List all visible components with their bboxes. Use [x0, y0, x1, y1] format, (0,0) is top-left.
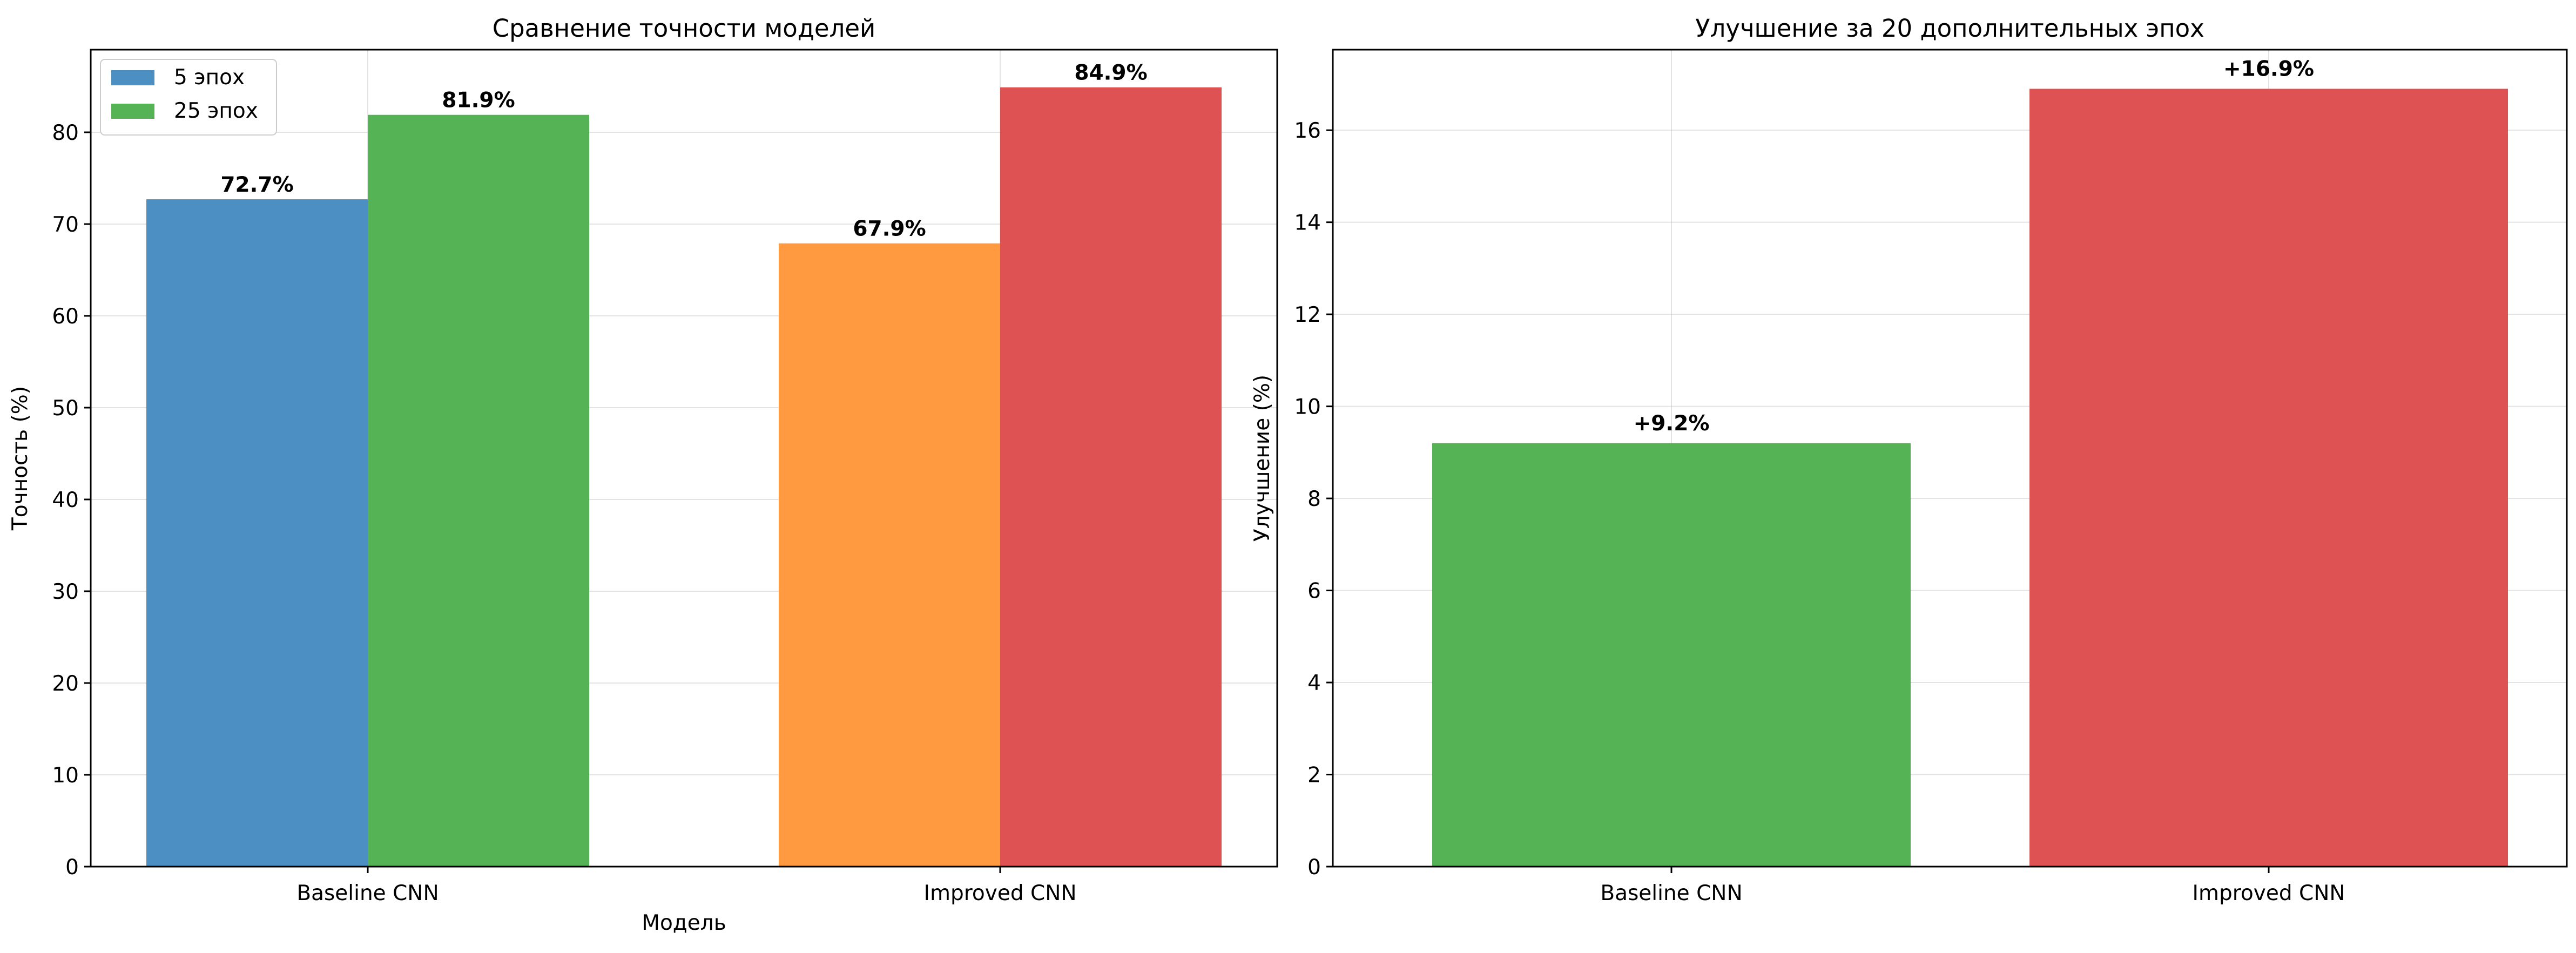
bar-value-label: 84.9% [1074, 61, 1147, 85]
x-tick-label: Baseline CNN [296, 881, 439, 905]
y-tick-label: 16 [1294, 119, 1321, 143]
improvement-chart: +9.2% +16.9% 0 2 4 6 8 10 12 14 16 Baseline CNN Impr… [1250, 14, 2568, 905]
bar [1432, 443, 1911, 867]
legend: 5 эпох 25 эпох [100, 59, 277, 136]
y-axis-label: Улучшение (%) [1250, 375, 1274, 542]
bar [368, 114, 589, 867]
bar-value-label: 81.9% [442, 89, 515, 113]
y-tick-label: 12 [1294, 303, 1321, 327]
y-tick-label: 0 [65, 855, 79, 880]
bar [2029, 89, 2508, 867]
chart-title: Сравнение точности моделей [493, 14, 876, 43]
legend-label: 5 эпох [174, 65, 245, 90]
bar [1000, 87, 1222, 867]
accuracy-comparison-chart: 72.7% 67.9% 81.9% 84.9% 0 10 20 30 40 50 60 70 80 Bas… [8, 14, 1278, 935]
x-tick-label: Improved CNN [2192, 881, 2345, 905]
y-tick-label: 0 [1307, 855, 1321, 880]
x-tick-label: Baseline CNN [1600, 881, 1742, 905]
x-tick-label: Improved CNN [923, 881, 1076, 905]
y-tick-label: 8 [1307, 487, 1321, 511]
bar [146, 199, 368, 867]
chart-title: Улучшение за 20 дополнительных эпох [1695, 14, 2204, 43]
legend-swatch [111, 104, 154, 119]
legend-swatch [111, 70, 154, 85]
y-tick-label: 80 [52, 121, 79, 145]
legend-label: 25 эпох [174, 99, 258, 123]
y-tick-label: 2 [1307, 763, 1321, 788]
bar-value-label: +9.2% [1634, 411, 1710, 436]
bar-value-label: +16.9% [2223, 57, 2314, 81]
y-tick-label: 30 [52, 580, 79, 604]
y-tick-label: 60 [52, 305, 79, 329]
y-tick-label: 40 [52, 488, 79, 512]
y-tick-label: 10 [1294, 395, 1321, 420]
x-axis-label: Модель [642, 911, 726, 935]
y-tick-label: 14 [1294, 211, 1321, 235]
plot-frame [1332, 49, 2568, 868]
y-axis-label: Точность (%) [8, 386, 32, 531]
y-tick-label: 10 [52, 763, 79, 788]
bar-value-label: 67.9% [853, 217, 926, 241]
bar [779, 243, 1000, 867]
y-tick-label: 20 [52, 672, 79, 696]
bar-value-label: 72.7% [220, 173, 293, 197]
y-tick-label: 70 [52, 213, 79, 237]
y-tick-label: 50 [52, 396, 79, 421]
plot-frame [90, 49, 1278, 868]
y-tick-label: 6 [1307, 579, 1321, 604]
y-tick-label: 4 [1307, 671, 1321, 695]
